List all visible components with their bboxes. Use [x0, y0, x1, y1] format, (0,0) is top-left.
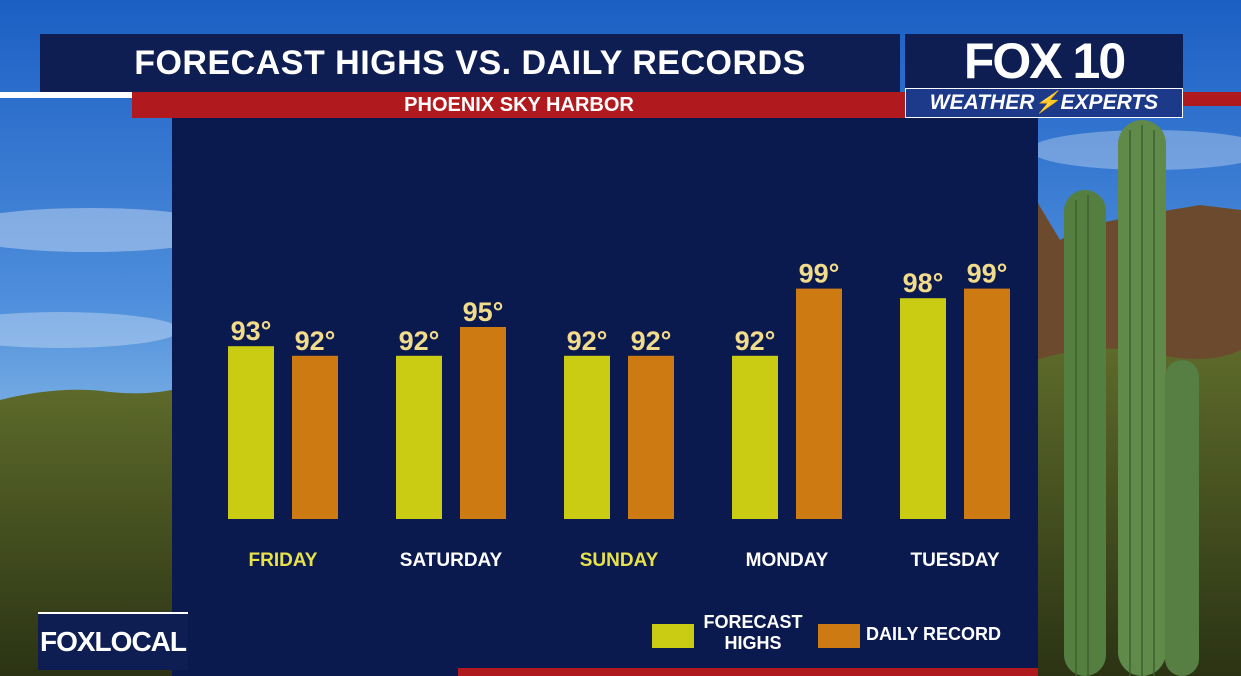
legend-label-record: DAILY RECORD: [866, 624, 1002, 644]
header-accent-strip: [0, 92, 132, 98]
legend-swatch-record: [818, 624, 860, 648]
chart-subtitle: PHOENIX SKY HARBOR: [404, 93, 634, 116]
chart-title: FORECAST HIGHS VS. DAILY RECORDS: [134, 43, 806, 82]
header-accent-strip-red: [1180, 92, 1241, 106]
value-label-record-monday: 99°: [799, 259, 840, 289]
value-label-record-sunday: 92°: [631, 326, 672, 356]
value-label-forecast-saturday: 92°: [399, 326, 440, 356]
title-bar: FORECAST HIGHS VS. DAILY RECORDS: [40, 34, 900, 92]
category-label-saturday: SATURDAY: [400, 550, 503, 571]
station-logo: FOX 10 WEATHER⚡EXPERTS: [905, 33, 1183, 118]
bar-record-friday: [292, 355, 338, 519]
weather-experts-text: WEATHER⚡EXPERTS: [929, 91, 1159, 114]
weather-experts-badge: WEATHER⚡EXPERTS: [905, 88, 1183, 118]
legend-label-forecast: FORECAST HIGHS: [698, 612, 808, 654]
subtitle-bar: PHOENIX SKY HARBOR: [132, 92, 906, 118]
value-label-forecast-sunday: 92°: [567, 326, 608, 356]
legend-swatch-forecast: [652, 624, 694, 648]
fox-local-logo-text: FOXLOCAL: [40, 626, 187, 657]
bar-chart: 93° 92° FRIDAY 92° 95° SATURDAY 92° 92° SUNDAY 92…: [228, 259, 1010, 571]
bar-forecast-friday: [228, 346, 274, 519]
value-label-forecast-monday: 92°: [735, 326, 776, 356]
chart-panel: 93° 92° FRIDAY 92° 95° SATURDAY 92° 92° SUNDAY 92…: [172, 118, 1038, 676]
bar-forecast-sunday: [564, 355, 610, 519]
fox10-logo-text: FOX 10: [963, 33, 1126, 89]
category-label-monday: MONDAY: [746, 550, 829, 571]
bar-record-monday: [796, 288, 842, 519]
category-label-friday: FRIDAY: [249, 550, 318, 571]
value-label-record-tuesday: 99°: [967, 259, 1008, 289]
bar-forecast-monday: [732, 355, 778, 519]
bar-forecast-tuesday: [900, 298, 946, 519]
fox-local-logo: FOXLOCAL: [38, 612, 188, 670]
legend-label-forecast-line2: HIGHS: [724, 633, 782, 653]
bar-record-saturday: [460, 327, 506, 519]
legend-label-forecast-line1: FORECAST: [703, 612, 803, 632]
category-label-sunday: SUNDAY: [580, 550, 659, 571]
value-label-forecast-tuesday: 98°: [903, 268, 944, 298]
bar-record-tuesday: [964, 288, 1010, 519]
bar-forecast-saturday: [396, 355, 442, 519]
value-label-record-friday: 92°: [295, 326, 336, 356]
bar-record-sunday: [628, 355, 674, 519]
category-label-tuesday: TUESDAY: [910, 550, 999, 571]
value-label-forecast-friday: 93°: [231, 316, 272, 346]
bottom-accent-strip: [458, 668, 1038, 676]
chart-legend: FORECAST HIGHS DAILY RECORD: [652, 612, 1032, 662]
fox10-logo: FOX 10: [905, 33, 1183, 89]
value-label-record-saturday: 95°: [463, 297, 504, 327]
